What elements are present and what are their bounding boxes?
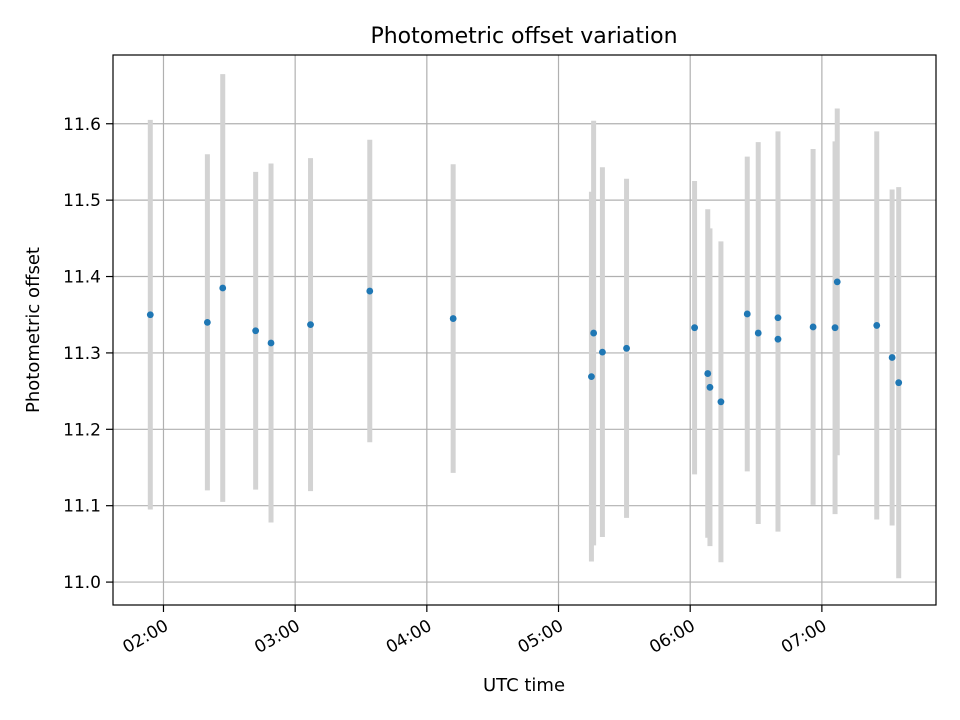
chart-title: Photometric offset variation [370, 24, 677, 49]
y-tick-label: 11.3 [63, 344, 101, 364]
data-point [590, 329, 598, 337]
data-point [833, 278, 841, 286]
data-point [267, 339, 275, 347]
data-point [754, 329, 762, 337]
y-tick-label: 11.1 [63, 497, 101, 517]
data-point [623, 344, 630, 352]
x-axis-label: UTC time [483, 675, 565, 696]
data-point [873, 322, 881, 329]
data-point [219, 284, 227, 292]
data-point [888, 354, 896, 361]
data-point [809, 323, 817, 331]
data-point [366, 287, 374, 295]
data-point [743, 310, 751, 318]
data-point [588, 373, 595, 380]
y-axis-label: Photometric offset [23, 247, 44, 413]
data-point [895, 379, 903, 387]
grid-lines [113, 55, 936, 605]
data-point [706, 383, 714, 391]
data-point [774, 314, 782, 322]
data-point [599, 348, 606, 356]
y-tick-label: 11.2 [63, 420, 101, 440]
data-point [252, 327, 260, 335]
y-tick-label: 11.4 [63, 268, 101, 288]
data-point [307, 321, 314, 329]
data-point [717, 398, 725, 406]
data-point [831, 324, 839, 332]
data-point [691, 324, 698, 332]
data-point [704, 370, 712, 377]
y-tick-label: 11.0 [63, 573, 101, 593]
plot-frame [112, 54, 937, 606]
y-tick-label: 11.6 [63, 115, 101, 135]
y-tick-label: 11.5 [63, 191, 101, 211]
y-axis: 11.0 11.1 11.2 11.3 11.4 11.5 11.6 [63, 115, 113, 593]
data-point [146, 311, 154, 319]
data-point [449, 315, 457, 322]
data-point [203, 318, 211, 326]
data-points [146, 278, 903, 406]
data-point [774, 335, 782, 343]
